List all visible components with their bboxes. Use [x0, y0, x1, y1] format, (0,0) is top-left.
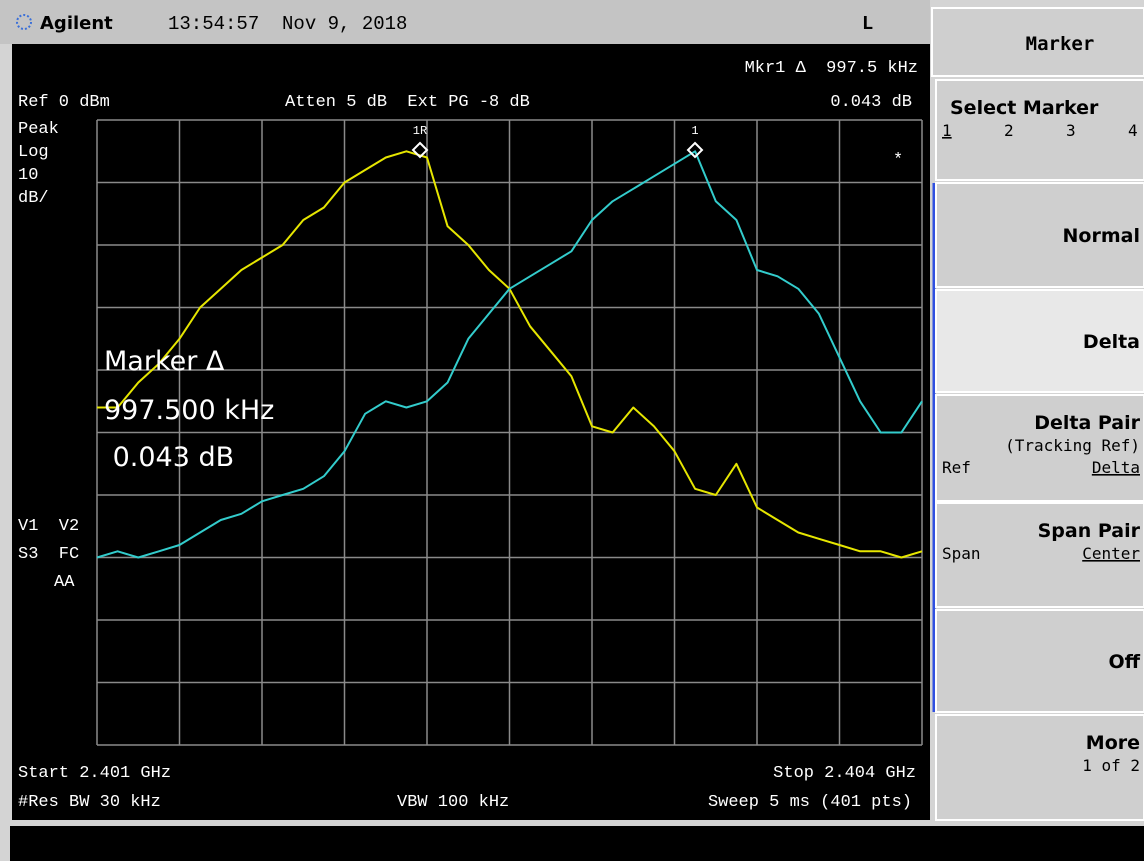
brand: Agilent	[40, 13, 113, 34]
detector: Log	[18, 143, 49, 162]
softkey-label: Normal	[1063, 225, 1140, 247]
softkey-option: Delta	[1092, 458, 1140, 477]
sweep: Sweep 5 ms (401 pts)	[708, 793, 912, 812]
annotation: 0.043 dB	[104, 442, 234, 473]
marker-1r	[411, 141, 429, 159]
marker-1	[686, 141, 704, 159]
softkey-panel: Marker Select Marker 1 2 3 4 Normal Delta Delta…	[931, 7, 1144, 821]
marker-option[interactable]: 3	[1066, 121, 1076, 140]
marker-label: 1R	[413, 124, 427, 138]
graticule	[96, 119, 923, 746]
agilent-logo	[16, 14, 32, 30]
status: AA	[54, 573, 75, 592]
softkey[interactable]	[935, 502, 1144, 608]
softkey-label: Delta Pair	[1034, 412, 1140, 434]
datetime: 13:54:57 Nov 9, 2018	[168, 13, 407, 35]
softkey-label: Delta	[1083, 331, 1140, 353]
softkey[interactable]	[935, 394, 1144, 502]
mode: L	[862, 13, 873, 35]
vbw: VBW 100 kHz	[397, 793, 509, 812]
res-bw: #Res BW 30 kHz	[18, 793, 161, 812]
message-bar	[10, 826, 1144, 861]
status: V1 V2	[18, 517, 79, 536]
detector: 10	[18, 166, 38, 185]
annotation: 997.500 kHz	[104, 395, 274, 426]
marker-option[interactable]: 2	[1004, 121, 1014, 140]
softkey-option: Ref	[942, 458, 971, 477]
trace	[96, 150, 923, 559]
softkey[interactable]	[935, 714, 1144, 821]
status: S3 FC	[18, 545, 79, 564]
star: *	[893, 151, 903, 170]
softkey-sublabel: 1 of 2	[1082, 756, 1140, 775]
header-bar	[0, 0, 930, 44]
start-freq: Start 2.401 GHz	[18, 764, 171, 783]
attenuation: Atten 5 dB Ext PG -8 dB	[285, 93, 530, 112]
ref-level: Ref 0 dBm	[18, 93, 110, 112]
traces	[96, 150, 923, 559]
softkey-option: Span	[942, 544, 981, 563]
annotation: Marker Δ	[104, 346, 225, 377]
softkey-label: Span Pair	[1038, 520, 1141, 542]
softkey-label: Select Marker	[950, 97, 1099, 119]
softkey[interactable]	[935, 289, 1144, 393]
softkey[interactable]	[935, 609, 1144, 713]
marker-label: 1	[691, 124, 698, 138]
marker-readout: Mkr1 Δ 997.5 kHz	[745, 59, 918, 78]
softkey-option: Center	[1082, 544, 1140, 563]
softkey[interactable]	[935, 79, 1144, 181]
detector: Peak	[18, 120, 59, 139]
stop-freq: Stop 2.404 GHz	[773, 764, 916, 783]
softkey-label: More	[1086, 732, 1140, 754]
softkey-label: Off	[1108, 651, 1140, 673]
detector: dB/	[18, 189, 49, 208]
softkey-sublabel: (Tracking Ref)	[1005, 436, 1140, 455]
softkey-title: Marker	[1026, 33, 1095, 55]
softkey-title-box	[931, 7, 1144, 77]
marker-option[interactable]: 1	[942, 121, 952, 140]
marker-option[interactable]: 4	[1128, 121, 1138, 140]
softkey[interactable]	[935, 182, 1144, 288]
marker-amplitude: 0.043 dB	[830, 93, 912, 112]
